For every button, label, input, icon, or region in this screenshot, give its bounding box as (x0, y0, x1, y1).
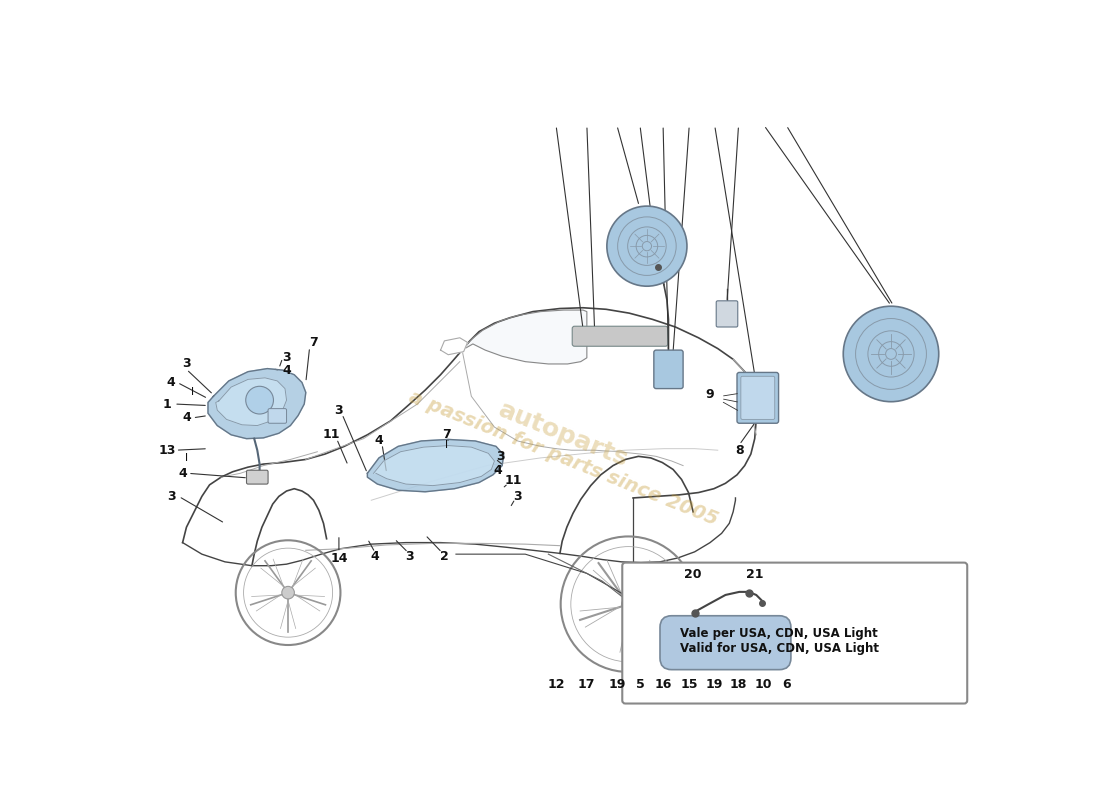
Text: 11: 11 (322, 428, 340, 442)
FancyBboxPatch shape (737, 373, 779, 423)
Text: 17: 17 (578, 678, 595, 690)
Circle shape (607, 206, 686, 286)
Polygon shape (367, 439, 504, 492)
Text: 3: 3 (167, 490, 175, 503)
Text: 12: 12 (548, 678, 565, 690)
Text: 3: 3 (406, 550, 414, 563)
Text: 14: 14 (330, 551, 348, 565)
Text: 19: 19 (608, 678, 626, 690)
FancyBboxPatch shape (660, 616, 791, 670)
Text: 18: 18 (729, 678, 747, 690)
FancyBboxPatch shape (246, 470, 268, 484)
Text: 16: 16 (654, 678, 671, 690)
FancyBboxPatch shape (623, 562, 967, 703)
Polygon shape (374, 446, 495, 486)
Text: 4: 4 (375, 434, 383, 447)
Polygon shape (440, 338, 467, 354)
Polygon shape (208, 369, 306, 438)
Text: 3: 3 (183, 358, 190, 370)
Text: 9: 9 (706, 388, 714, 402)
FancyBboxPatch shape (716, 301, 738, 327)
Text: 4: 4 (283, 364, 290, 377)
Text: Vale per USA, CDN, USA Light: Vale per USA, CDN, USA Light (681, 627, 878, 640)
Text: 11: 11 (505, 474, 522, 487)
FancyBboxPatch shape (268, 409, 286, 423)
Text: 2: 2 (440, 550, 449, 563)
Circle shape (844, 306, 938, 402)
Polygon shape (216, 378, 286, 426)
Text: a passion for parts since 2005: a passion for parts since 2005 (406, 387, 722, 529)
Text: Valid for USA, CDN, USA Light: Valid for USA, CDN, USA Light (680, 642, 879, 655)
FancyBboxPatch shape (653, 350, 683, 389)
Text: 13: 13 (158, 444, 176, 457)
Text: 15: 15 (681, 678, 697, 690)
Polygon shape (462, 310, 587, 364)
Text: 4: 4 (183, 411, 190, 424)
Text: 3: 3 (514, 490, 521, 503)
Text: 3: 3 (334, 404, 343, 417)
Text: 19: 19 (706, 678, 723, 690)
Text: 3: 3 (283, 351, 290, 364)
Circle shape (621, 598, 635, 611)
FancyBboxPatch shape (741, 376, 774, 419)
Text: l: l (185, 453, 188, 463)
Text: 3: 3 (496, 450, 505, 463)
Text: 20: 20 (684, 569, 702, 582)
Text: 10: 10 (755, 678, 772, 690)
Text: 4: 4 (371, 550, 380, 563)
Text: l: l (191, 387, 195, 398)
Text: 6: 6 (782, 678, 791, 690)
Circle shape (282, 586, 295, 599)
Circle shape (245, 386, 274, 414)
Text: 4: 4 (493, 464, 502, 477)
Text: l: l (446, 440, 449, 450)
Text: 21: 21 (746, 569, 763, 582)
FancyBboxPatch shape (572, 326, 668, 346)
Text: 5: 5 (636, 678, 645, 690)
Text: 1: 1 (163, 398, 172, 410)
Text: 8: 8 (735, 444, 744, 457)
Text: 4: 4 (178, 467, 187, 480)
Text: 4: 4 (167, 376, 175, 389)
Text: 7: 7 (442, 428, 451, 442)
Text: 7: 7 (309, 336, 318, 349)
Text: autoparts: autoparts (495, 398, 632, 472)
